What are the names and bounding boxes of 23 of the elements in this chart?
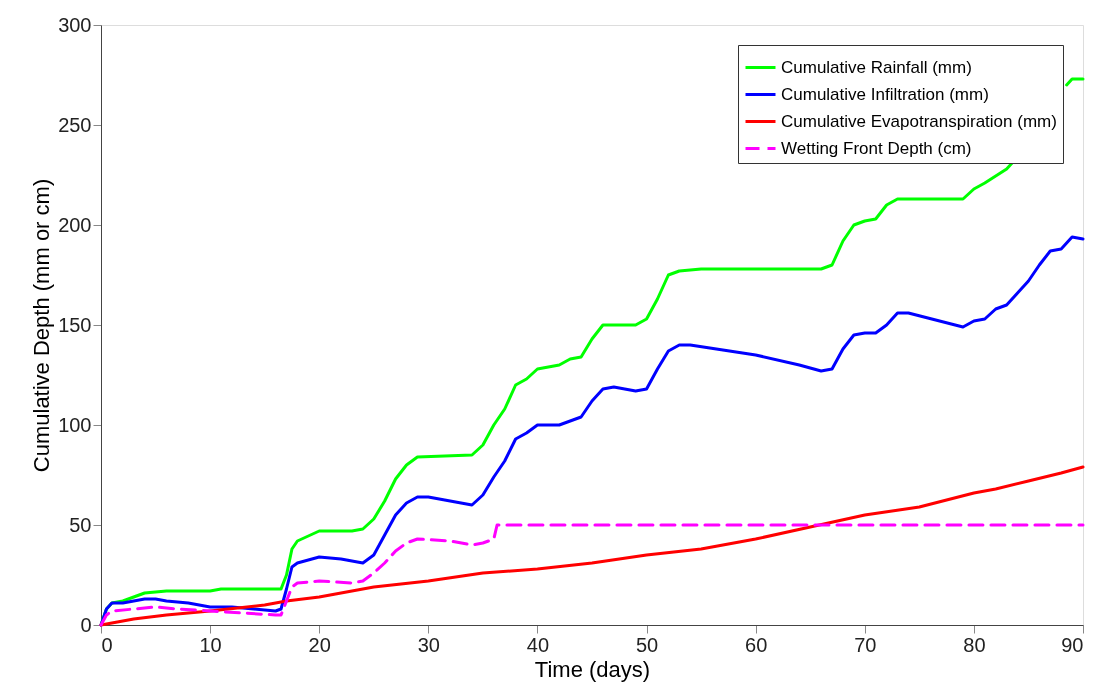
x-tick-label: 60 xyxy=(745,633,768,656)
y-tick-label: 100 xyxy=(58,413,92,436)
y-tick-label: 0 xyxy=(80,613,92,636)
x-tick-label: 30 xyxy=(417,633,440,656)
x-axis-title: Time (days) xyxy=(534,656,651,682)
y-tick-label: 200 xyxy=(58,213,92,236)
y-tick-label: 300 xyxy=(58,13,92,36)
legend-label: Cumulative Infiltration (mm) xyxy=(781,84,989,104)
x-tick-label: 80 xyxy=(963,633,986,656)
legend-label: Cumulative Evapotranspiration (mm) xyxy=(781,111,1057,131)
y-tick-label: 50 xyxy=(69,513,92,536)
x-tick-label: 50 xyxy=(635,633,659,656)
x-tick-label: 10 xyxy=(199,633,222,656)
x-tick-label: 20 xyxy=(308,633,331,656)
x-tick-label: 70 xyxy=(854,633,877,656)
legend-label: Wetting Front Depth (cm) xyxy=(781,138,972,158)
y-axis-title: Cumulative Depth (mm or cm) xyxy=(29,178,55,473)
x-tick-label: 90 xyxy=(1061,633,1084,656)
x-tick-label: 0 xyxy=(101,633,113,656)
y-tick-label: 250 xyxy=(58,113,92,136)
y-tick-label: 150 xyxy=(58,313,92,336)
x-tick-label: 40 xyxy=(526,633,550,656)
legend-label: Cumulative Rainfall (mm) xyxy=(781,57,972,77)
